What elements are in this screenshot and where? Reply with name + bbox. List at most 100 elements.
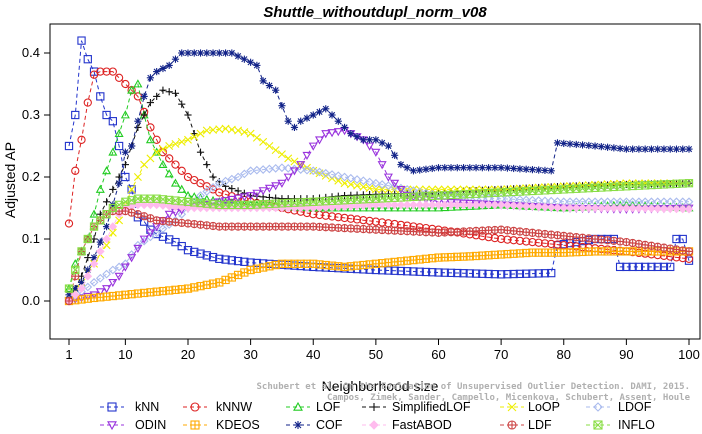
data-point bbox=[622, 203, 631, 213]
data-point bbox=[377, 161, 387, 170]
data-point bbox=[114, 73, 124, 82]
data-point bbox=[177, 166, 186, 175]
data-point bbox=[308, 203, 318, 213]
plot-frame bbox=[49, 23, 701, 340]
data-point bbox=[571, 203, 581, 213]
data-point bbox=[503, 270, 512, 279]
data-point bbox=[233, 194, 243, 203]
data-point bbox=[346, 173, 356, 183]
data-point bbox=[120, 110, 130, 119]
data-point bbox=[659, 204, 669, 214]
data-point bbox=[346, 180, 355, 189]
series-kdeos bbox=[64, 247, 694, 306]
data-point bbox=[528, 237, 537, 247]
data-point bbox=[641, 262, 650, 272]
series-inflo bbox=[64, 179, 694, 293]
data-point bbox=[578, 203, 587, 213]
data-point bbox=[466, 164, 474, 172]
data-point bbox=[609, 203, 619, 213]
data-point bbox=[509, 201, 518, 210]
data-point bbox=[684, 179, 694, 188]
legend-label: FastABOD bbox=[392, 418, 452, 432]
data-point bbox=[684, 247, 694, 256]
data-point bbox=[308, 142, 318, 151]
data-point bbox=[440, 200, 450, 210]
data-point bbox=[140, 160, 149, 169]
data-point bbox=[309, 111, 317, 119]
legend-label: LoOP bbox=[528, 400, 560, 414]
data-point bbox=[95, 184, 105, 193]
data-point bbox=[239, 169, 249, 179]
data-point bbox=[246, 129, 255, 138]
legend-item-knnw: kNNW bbox=[183, 400, 252, 414]
data-point bbox=[334, 176, 343, 185]
data-point bbox=[427, 197, 437, 206]
data-point bbox=[108, 278, 118, 288]
data-point bbox=[259, 137, 268, 146]
data-point bbox=[384, 142, 392, 150]
data-point bbox=[503, 235, 512, 244]
data-point bbox=[321, 211, 330, 220]
data-point bbox=[403, 164, 411, 172]
data-point bbox=[215, 125, 224, 134]
data-point bbox=[121, 79, 130, 89]
data-point bbox=[202, 187, 212, 196]
legend-label: COF bbox=[316, 418, 343, 432]
data-point bbox=[647, 262, 656, 272]
data-point bbox=[114, 262, 124, 272]
data-point bbox=[496, 234, 506, 244]
data-point bbox=[340, 179, 349, 188]
data-point bbox=[234, 126, 243, 135]
legend-item-kdeos: KDEOS bbox=[183, 418, 260, 432]
data-point bbox=[333, 202, 343, 212]
data-point bbox=[240, 55, 248, 63]
data-point bbox=[553, 139, 562, 147]
data-point bbox=[628, 262, 637, 272]
data-point bbox=[347, 191, 355, 199]
data-point bbox=[427, 203, 437, 212]
data-point bbox=[590, 203, 600, 213]
data-point bbox=[490, 233, 500, 243]
data-point bbox=[228, 49, 236, 57]
data-point bbox=[121, 206, 130, 216]
data-point bbox=[289, 167, 299, 176]
x-tick-label: 20 bbox=[181, 347, 195, 362]
data-point bbox=[89, 291, 99, 300]
legend-item-fastabod: FastABOD bbox=[362, 418, 452, 432]
data-point bbox=[478, 164, 486, 172]
data-point bbox=[334, 262, 343, 271]
data-point bbox=[371, 148, 381, 157]
data-point bbox=[134, 117, 142, 125]
data-point bbox=[152, 200, 161, 210]
data-point bbox=[497, 164, 505, 172]
data-point bbox=[140, 92, 148, 100]
series-line bbox=[68, 82, 690, 289]
data-point bbox=[233, 256, 243, 266]
data-point bbox=[77, 36, 86, 45]
data-point bbox=[328, 111, 336, 119]
data-point bbox=[178, 100, 186, 108]
data-point bbox=[127, 208, 136, 217]
data-point bbox=[560, 139, 568, 148]
data-point bbox=[371, 185, 380, 194]
data-point bbox=[678, 234, 687, 244]
data-point bbox=[171, 160, 180, 169]
data-point bbox=[447, 164, 455, 172]
data-point bbox=[83, 292, 93, 302]
data-point bbox=[352, 201, 362, 211]
data-point bbox=[102, 166, 112, 175]
data-point bbox=[133, 244, 143, 254]
series-loop bbox=[65, 124, 693, 305]
legend: kNN kNNW LOF SimplifiedLOF LoOP LDOF ODIN KDEOS… bbox=[100, 400, 655, 432]
data-point bbox=[472, 164, 480, 172]
data-point bbox=[352, 175, 362, 184]
data-point bbox=[327, 212, 337, 221]
x-axis-label: Neighborhood size bbox=[322, 378, 439, 394]
data-point bbox=[510, 164, 518, 173]
data-point bbox=[340, 123, 349, 131]
data-point bbox=[108, 117, 117, 126]
legend-item-ldof: LDOF bbox=[586, 400, 652, 414]
data-point bbox=[478, 200, 487, 210]
data-point bbox=[246, 192, 256, 201]
data-point bbox=[133, 240, 143, 250]
